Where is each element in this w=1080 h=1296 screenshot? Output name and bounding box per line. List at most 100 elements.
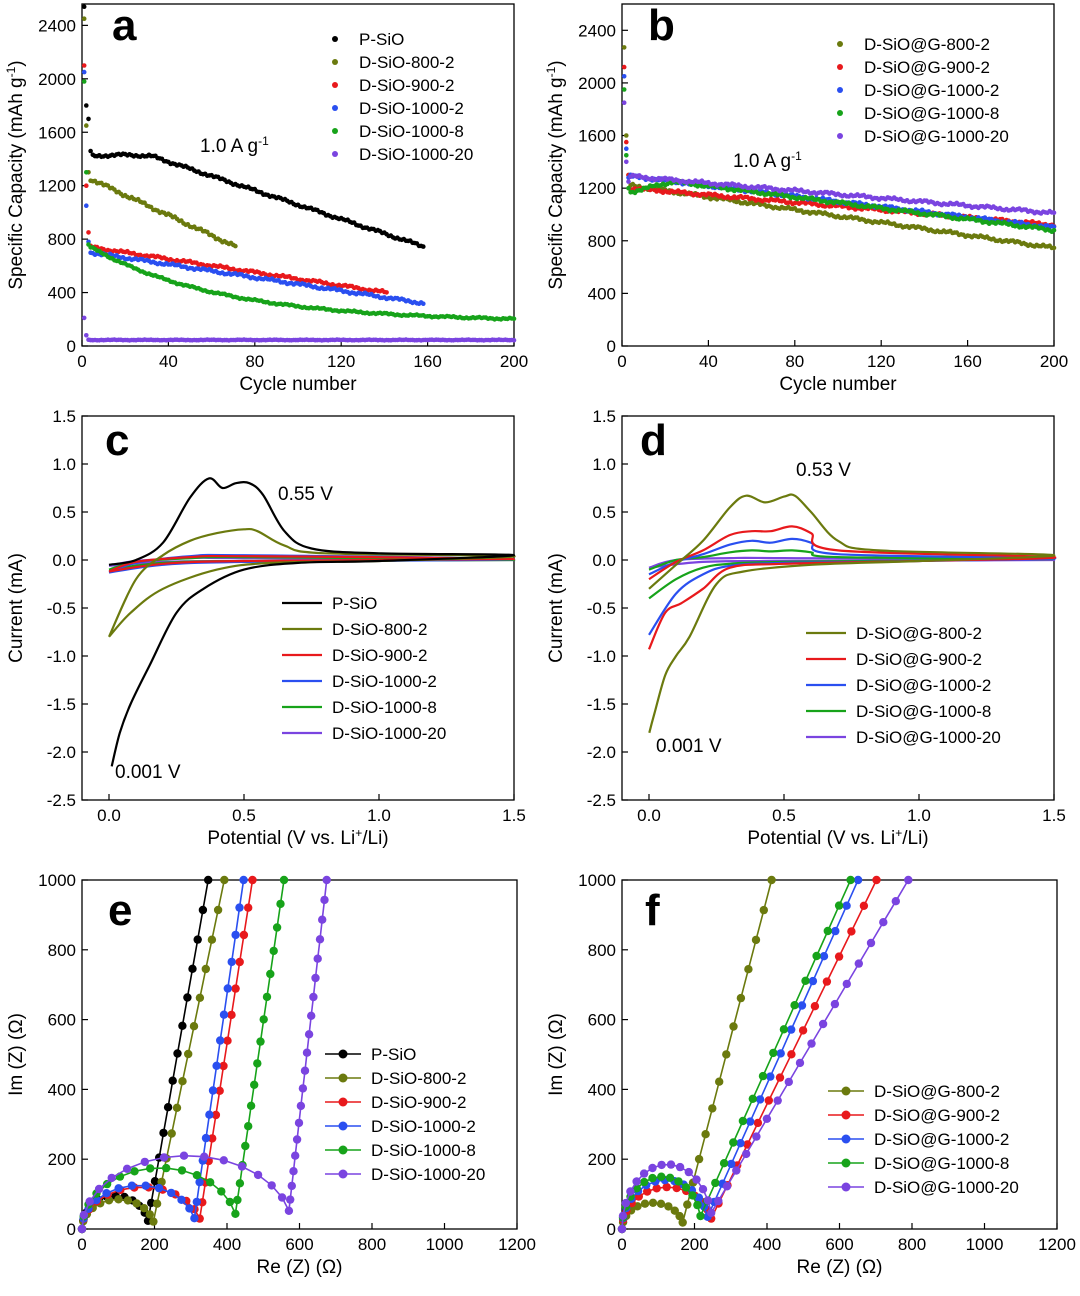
x-tick-label: 0.0 xyxy=(637,806,661,825)
data-point xyxy=(206,1178,215,1187)
data-point xyxy=(819,952,829,961)
data-point xyxy=(192,1171,202,1180)
legend-entry: D-SiO-1000-20 xyxy=(371,1165,485,1184)
legend-marker xyxy=(338,1073,348,1083)
data-point xyxy=(846,875,855,885)
x-tick-label: 200 xyxy=(1040,352,1068,371)
x-tick-label: 400 xyxy=(753,1235,781,1254)
cv-curve-D-SiO-800-2 xyxy=(108,527,516,638)
cv-curve-D-SiO@G-800-2 xyxy=(648,493,1056,734)
data-point xyxy=(831,926,840,936)
series-P-SiO xyxy=(81,4,426,249)
data-point xyxy=(762,1114,772,1124)
cutoff-annotation: 0.001 V xyxy=(656,736,722,757)
legend-entry: D-SiO-800-2 xyxy=(371,1069,466,1088)
data-point xyxy=(215,1086,224,1096)
data-point xyxy=(192,1197,201,1207)
data-point xyxy=(842,979,851,989)
data-point xyxy=(188,964,197,973)
legend: P-SiO D-SiO-800-2 D-SiO-900-2 D-SiO-1000-2 D… xyxy=(332,30,473,164)
data-point xyxy=(872,875,881,885)
data-point xyxy=(759,905,768,915)
data-point xyxy=(694,1154,704,1164)
data-point xyxy=(767,875,776,885)
data-point xyxy=(818,1019,828,1029)
y-tick-label: 1.0 xyxy=(52,455,76,474)
data-point xyxy=(81,63,87,68)
data-point xyxy=(694,1193,704,1202)
plot-frame xyxy=(81,415,515,801)
data-point xyxy=(662,1182,671,1192)
data-point xyxy=(141,1181,150,1190)
data-point xyxy=(722,1182,732,1191)
data-point xyxy=(201,964,210,974)
data-point xyxy=(94,1184,104,1194)
data-point xyxy=(309,992,318,1002)
data-point xyxy=(84,333,89,338)
data-point xyxy=(248,875,257,885)
data-point xyxy=(107,1173,116,1183)
data-point xyxy=(162,1163,171,1173)
cv-curve-D-SiO@G-1000-2 xyxy=(648,537,1057,636)
legend-entry: D-SiO-900-2 xyxy=(359,76,454,95)
cutoff-annotation: 0.001 V xyxy=(115,762,181,783)
data-point xyxy=(891,897,900,906)
data-point xyxy=(241,1141,250,1151)
data-point xyxy=(88,148,93,154)
legend-entry: D-SiO-1000-2 xyxy=(371,1117,476,1136)
data-point xyxy=(657,1172,666,1181)
y-tick-label: 800 xyxy=(48,230,76,249)
data-point xyxy=(130,1167,139,1176)
data-point xyxy=(77,1224,87,1234)
x-tick-label: 800 xyxy=(898,1235,926,1254)
data-point xyxy=(190,1214,199,1223)
data-point xyxy=(320,895,329,905)
data-point xyxy=(239,930,249,940)
data-point xyxy=(81,16,87,22)
data-point xyxy=(84,183,89,188)
y-tick-label: 0 xyxy=(67,1220,76,1239)
text-span: /Li) xyxy=(362,828,388,849)
data-point xyxy=(84,170,89,175)
x-tick-label: 1.5 xyxy=(1042,806,1066,825)
panel-c: 0.0 0.5 1.0 1.5 -2.5 -2.0 -1.5 -1.0 -0.5 0.0 0.5 1.… xyxy=(6,407,526,849)
data-point xyxy=(830,999,840,1009)
data-point xyxy=(318,915,327,924)
text-span: Potential (V vs. Li xyxy=(207,828,355,849)
data-point xyxy=(775,1073,785,1082)
legend-entry: D-SiO@G-900-2 xyxy=(856,650,982,669)
data-point xyxy=(727,1159,736,1169)
data-point xyxy=(178,1077,187,1086)
legend-entry: D-SiO@G-1000-2 xyxy=(856,676,991,695)
x-axis-label: Cycle number xyxy=(779,374,897,395)
data-point xyxy=(208,1086,218,1095)
x-tick-label: 1.0 xyxy=(907,806,931,825)
data-point xyxy=(692,1175,701,1184)
data-point xyxy=(84,123,89,128)
data-point xyxy=(743,1140,752,1149)
data-point xyxy=(223,984,232,993)
data-point xyxy=(159,1128,168,1138)
data-point xyxy=(621,87,627,92)
data-point xyxy=(847,927,856,936)
y-tick-label: 200 xyxy=(588,1150,616,1169)
data-point xyxy=(621,64,627,70)
data-point xyxy=(177,1195,186,1205)
x-axis-label: Re (Z) (Ω) xyxy=(797,1257,883,1278)
data-point xyxy=(291,1151,300,1160)
plot-frame xyxy=(621,879,1058,1230)
legend-marker xyxy=(332,105,338,111)
x-tick-label: 160 xyxy=(413,352,441,371)
data-point xyxy=(217,1187,226,1196)
legend-entry: P-SiO xyxy=(332,594,377,613)
data-point xyxy=(701,1130,710,1139)
text-span: 1.0 A g xyxy=(200,136,258,157)
data-point xyxy=(834,901,844,910)
y-axis-label: Current (mA) xyxy=(6,553,27,663)
legend-marker xyxy=(338,1121,348,1131)
legend-entry: D-SiO-900-2 xyxy=(332,646,427,665)
y-tick-label: 0 xyxy=(67,337,76,356)
text-span: ) xyxy=(546,60,567,66)
y-axis-label: Current (mA) xyxy=(546,553,567,663)
